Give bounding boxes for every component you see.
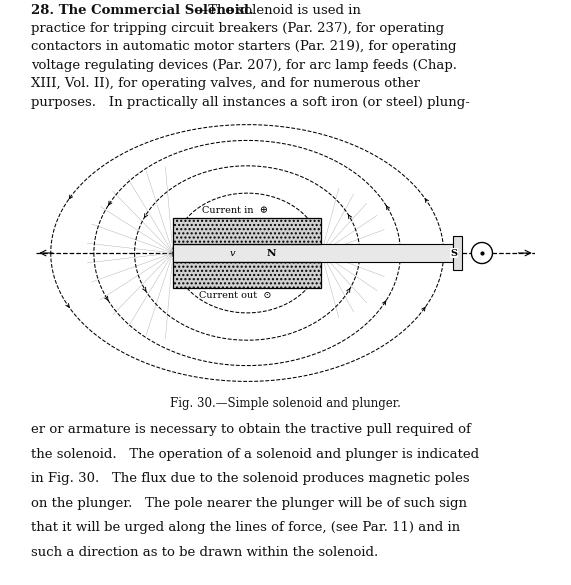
Text: purposes.   In practically all instances a soft iron (or steel) plung-: purposes. In practically all instances a… (31, 96, 471, 109)
Text: that it will be urged along the lines of force, (see Par. 11) and in: that it will be urged along the lines of… (31, 521, 461, 534)
Text: contactors in automatic motor starters (Par. 219), for operating: contactors in automatic motor starters (… (31, 40, 457, 53)
Text: voltage regulating devices (Par. 207), for arc lamp feeds (Chap.: voltage regulating devices (Par. 207), f… (31, 59, 457, 72)
Text: such a direction as to be drawn within the solenoid.: such a direction as to be drawn within t… (31, 546, 379, 559)
Text: er or armature is necessary to obtain the tractive pull required of: er or armature is necessary to obtain th… (31, 424, 471, 436)
Text: Fig. 30.—Simple solenoid and plunger.: Fig. 30.—Simple solenoid and plunger. (170, 397, 401, 410)
Text: N: N (267, 249, 276, 257)
Text: S: S (451, 249, 457, 257)
Bar (173, 245, 453, 261)
Text: v: v (230, 249, 236, 257)
Text: XIII, Vol. II), for operating valves, and for numerous other: XIII, Vol. II), for operating valves, an… (31, 77, 420, 91)
Text: the solenoid.   The operation of a solenoid and plunger is indicated: the solenoid. The operation of a solenoi… (31, 448, 480, 461)
Text: Current out  ⊙: Current out ⊙ (199, 291, 271, 300)
Text: —The solenoid is used in: —The solenoid is used in (195, 4, 361, 16)
Bar (173, 218, 321, 245)
Text: Current in  ⊕: Current in ⊕ (202, 206, 268, 215)
Text: 28. The Commercial Solenoid.: 28. The Commercial Solenoid. (31, 4, 254, 16)
Text: on the plunger.   The pole nearer the plunger will be of such sign: on the plunger. The pole nearer the plun… (31, 497, 468, 510)
Bar (173, 261, 321, 288)
Text: practice for tripping circuit breakers (Par. 237), for operating: practice for tripping circuit breakers (… (31, 22, 445, 35)
Bar (453, 236, 462, 270)
Text: in Fig. 30.   The flux due to the solenoid produces magnetic poles: in Fig. 30. The flux due to the solenoid… (31, 472, 470, 486)
